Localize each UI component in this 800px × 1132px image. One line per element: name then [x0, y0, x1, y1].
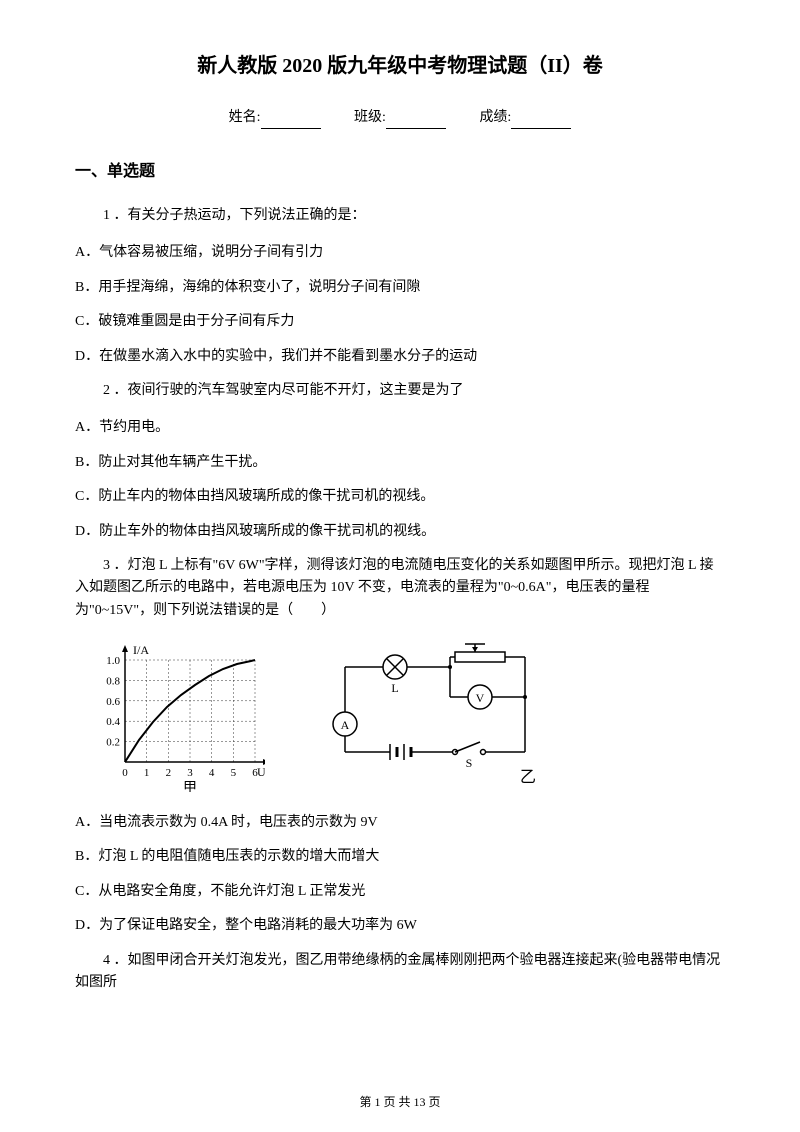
svg-text:5: 5	[231, 767, 237, 779]
q1-stem: 1 ．有关分子热运动，下列说法正确的是：	[75, 205, 725, 227]
svg-text:1.0: 1.0	[106, 655, 120, 667]
q2-option-b: B．防止对其他车辆产生干扰。	[75, 452, 725, 474]
score-blank	[511, 113, 571, 129]
q2-option-c: C．防止车内的物体由挡风玻璃所成的像干扰司机的视线。	[75, 486, 725, 508]
q1-option-a: A．气体容易被压缩，说明分子间有引力	[75, 242, 725, 264]
svg-text:R: R	[480, 642, 488, 645]
q1-option-b: B．用手捏海绵，海绵的体积变小了，说明分子间有间隙	[75, 277, 725, 299]
name-field: 姓名:	[229, 107, 321, 129]
svg-text:0.6: 0.6	[106, 696, 120, 708]
q2-option-d: D．防止车外的物体由挡风玻璃所成的像干扰司机的视线。	[75, 521, 725, 543]
q3-figures: 0.20.40.60.81.00123456I/AU/V甲 LRVAS乙	[90, 637, 725, 792]
svg-text:0.2: 0.2	[106, 737, 120, 749]
q3-stem: 3 ．灯泡 L 上标有"6V 6W"字样，测得该灯泡的电流随电压变化的关系如题图…	[75, 555, 725, 622]
class-label: 班级:	[354, 110, 386, 125]
svg-text:S: S	[466, 756, 473, 770]
svg-text:I/A: I/A	[133, 643, 149, 657]
q3-option-d: D．为了保证电路安全，整个电路消耗的最大功率为 6W	[75, 915, 725, 937]
name-label: 姓名:	[229, 110, 261, 125]
svg-text:0.8: 0.8	[106, 675, 120, 687]
score-field: 成绩:	[479, 107, 571, 129]
class-blank	[386, 113, 446, 129]
q3-option-a: A．当电流表示数为 0.4A 时，电压表的示数为 9V	[75, 812, 725, 834]
svg-text:V: V	[476, 691, 485, 705]
info-line: 姓名: 班级: 成绩:	[75, 107, 725, 129]
svg-text:U/V: U/V	[257, 765, 265, 779]
svg-text:A: A	[341, 718, 350, 732]
page-footer: 第 1 页 共 13 页	[0, 1093, 800, 1112]
svg-text:3: 3	[187, 767, 193, 779]
page-title: 新人教版 2020 版九年级中考物理试题（II）卷	[75, 50, 725, 82]
name-blank	[261, 113, 321, 129]
svg-text:0.4: 0.4	[106, 716, 120, 728]
q3-option-c: C．从电路安全角度，不能允许灯泡 L 正常发光	[75, 881, 725, 903]
q3-option-b: B．灯泡 L 的电阻值随电压表的示数的增大而增大	[75, 846, 725, 868]
svg-text:2: 2	[166, 767, 172, 779]
q2-stem: 2 ．夜间行驶的汽车驾驶室内尽可能不开灯，这主要是为了	[75, 380, 725, 402]
chart-graph: 0.20.40.60.81.00123456I/AU/V甲	[90, 637, 265, 792]
class-field: 班级:	[354, 107, 446, 129]
section-header: 一、单选题	[75, 159, 725, 185]
svg-text:甲: 甲	[183, 781, 197, 792]
q1-option-d: D．在做墨水滴入水中的实验中，我们并不能看到墨水分子的运动	[75, 346, 725, 368]
svg-text:L: L	[391, 681, 398, 695]
svg-text:4: 4	[209, 767, 215, 779]
svg-text:0: 0	[122, 767, 128, 779]
q1-option-c: C．破镜难重圆是由于分子间有斥力	[75, 311, 725, 333]
svg-text:乙: 乙	[520, 769, 536, 786]
q2-option-a: A．节约用电。	[75, 417, 725, 439]
q4-stem: 4 ．如图甲闭合开关灯泡发光，图乙用带绝缘柄的金属棒刚刚把两个验电器连接起来(验…	[75, 950, 725, 995]
circuit-diagram: L R V A S 乙	[325, 642, 545, 792]
svg-text:1: 1	[144, 767, 150, 779]
score-label: 成绩:	[479, 110, 511, 125]
